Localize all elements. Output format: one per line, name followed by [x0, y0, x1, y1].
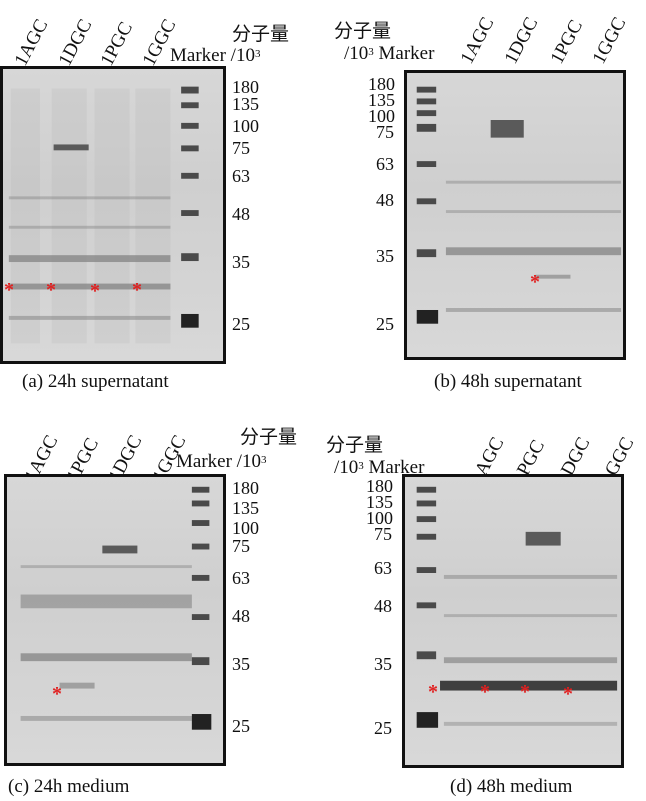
marker-label: /103 Marker [334, 457, 425, 478]
gel-b-bands [416, 86, 622, 324]
mw-tick: 25 [376, 314, 394, 334]
mw-tick: 75 [376, 122, 394, 142]
mw-tick: 180 [366, 476, 393, 496]
asterisk-marker: * [46, 279, 56, 301]
lane-label: 1AGC [10, 15, 53, 70]
gel-c-bands [20, 486, 212, 730]
marker-label: /103 Marker [344, 43, 435, 64]
mw-tick: 48 [376, 190, 394, 210]
gel-image-b [404, 70, 626, 360]
caption: (b) 48h supernatant [434, 371, 582, 392]
asterisk-marker: * [52, 683, 62, 705]
mw-tick: 48 [232, 204, 250, 224]
asterisk-marker: * [132, 279, 142, 301]
mw-tick: 63 [374, 558, 392, 578]
mw-tick: 25 [374, 718, 392, 738]
mw-tick: 135 [366, 492, 393, 512]
gel-image-d [402, 474, 624, 768]
mw-tick: 180 [232, 478, 259, 498]
mw-tick: 25 [232, 716, 250, 736]
mw-tick: 35 [232, 252, 250, 272]
mw-tick: 63 [232, 166, 250, 186]
lane-label: 1AGC [456, 13, 499, 68]
lane-label: 1GGC [588, 13, 631, 68]
mw-tick: 25 [232, 314, 250, 334]
mw-tick: 75 [232, 536, 250, 556]
mw-tick: 75 [232, 138, 250, 158]
mw-tick: 35 [374, 654, 392, 674]
mw-tick: 135 [232, 94, 259, 114]
mw-tick: 35 [376, 246, 394, 266]
gel-image-c [4, 474, 226, 766]
mw-tick: 180 [368, 74, 395, 94]
marker-label: Marker /103 [170, 45, 261, 66]
asterisk-marker: * [520, 681, 530, 703]
lane-label: 1DGC [500, 13, 543, 68]
mw-label: 分子量 [232, 24, 290, 45]
asterisk-marker: * [90, 280, 100, 302]
asterisk-marker: * [4, 279, 14, 301]
caption: (c) 24h medium [8, 776, 130, 797]
mw-tick: 100 [368, 106, 395, 126]
asterisk-marker: * [563, 683, 573, 705]
asterisk-marker: * [480, 681, 490, 703]
mw-tick: 135 [232, 498, 259, 518]
caption: (a) 24h supernatant [22, 371, 169, 392]
mw-tick: 63 [376, 154, 394, 174]
mw-label: 分子量 [240, 427, 298, 448]
mw-tick: 48 [232, 606, 250, 626]
mw-tick: 100 [232, 518, 259, 538]
mw-tick: 63 [232, 568, 250, 588]
marker-label: Marker /103 [176, 451, 267, 472]
mw-label: 分子量 [326, 435, 384, 456]
mw-tick: 75 [374, 524, 392, 544]
mw-label: 分子量 [334, 21, 392, 42]
asterisk-marker: * [428, 681, 438, 703]
gel-image-a [0, 66, 226, 364]
mw-tick: 135 [368, 90, 395, 110]
mw-tick: 48 [374, 596, 392, 616]
lane-label: 1PGC [546, 16, 587, 68]
mw-tick: 100 [232, 116, 259, 136]
mw-tick: 180 [232, 77, 259, 97]
lane-label: 1DGC [54, 15, 97, 70]
asterisk-marker: * [530, 271, 540, 293]
gel-d-bands [416, 486, 618, 728]
caption: (d) 48h medium [450, 776, 573, 797]
mw-tick: 35 [232, 654, 250, 674]
gel-a-bands [8, 86, 199, 344]
mw-tick: 100 [366, 508, 393, 528]
lane-label: 1PGC [96, 18, 137, 70]
